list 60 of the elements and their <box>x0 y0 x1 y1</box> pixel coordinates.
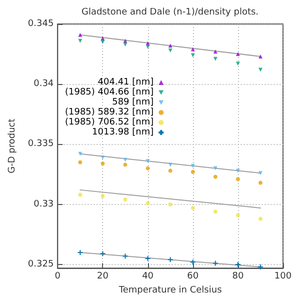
point <box>146 159 150 164</box>
y-tick-label: 0.34 <box>34 79 54 90</box>
point <box>168 162 172 167</box>
point <box>168 48 172 52</box>
point <box>123 158 128 162</box>
x-tick-label: 40 <box>142 272 154 282</box>
legend-label: (1985) 589.32 [nm] <box>64 108 154 118</box>
x-tick-label: 80 <box>232 272 244 282</box>
point <box>258 54 262 58</box>
point <box>100 155 105 160</box>
point <box>146 166 150 170</box>
point <box>100 161 105 166</box>
point <box>236 177 240 182</box>
point <box>236 62 240 66</box>
point <box>123 162 128 167</box>
point <box>258 171 262 176</box>
point <box>146 201 150 206</box>
point <box>78 160 82 164</box>
x-tick-label: 0 <box>54 272 61 282</box>
legend-label: 589 [nm] <box>112 98 154 108</box>
legend-label: (1985) 404.66 [nm] <box>64 88 154 98</box>
x-axis-title: Temperature in Celsius <box>118 286 222 296</box>
point <box>168 202 172 206</box>
point <box>258 216 262 221</box>
y-tick-label: 0.335 <box>28 139 54 150</box>
chart-title: Gladstone and Dale (n-1)/density plots. <box>81 8 259 18</box>
x-tick-label: 60 <box>187 272 199 282</box>
point <box>167 256 174 263</box>
point <box>213 174 218 179</box>
y-tick-label: 0.33 <box>34 199 54 210</box>
point <box>258 68 262 72</box>
y-tick-label: 0.345 <box>28 19 54 29</box>
x-tick-label: 100 <box>274 272 292 282</box>
legend-label: (1985) 706.52 [nm] <box>64 118 154 128</box>
point <box>258 180 262 185</box>
legend-label: 1013.98 [nm] <box>92 128 154 138</box>
point <box>122 253 128 260</box>
legend-label: 404.41 [nm] <box>98 78 154 88</box>
point <box>168 168 172 173</box>
y-axis-title: G-D product <box>8 118 18 174</box>
point <box>190 206 195 210</box>
point <box>78 32 82 37</box>
point <box>190 170 195 174</box>
point <box>123 198 128 202</box>
point <box>212 260 218 266</box>
point <box>100 40 105 44</box>
point <box>236 168 240 173</box>
point <box>257 264 264 270</box>
point <box>78 192 82 197</box>
point <box>123 42 128 46</box>
point <box>78 152 82 156</box>
point <box>236 213 240 218</box>
point <box>100 250 106 257</box>
point <box>190 47 195 52</box>
x-tick-label: 20 <box>97 272 109 282</box>
point <box>213 210 218 214</box>
y-tick-label: 0.325 <box>28 259 54 270</box>
point <box>236 52 240 56</box>
point <box>100 194 105 198</box>
point <box>190 259 196 266</box>
